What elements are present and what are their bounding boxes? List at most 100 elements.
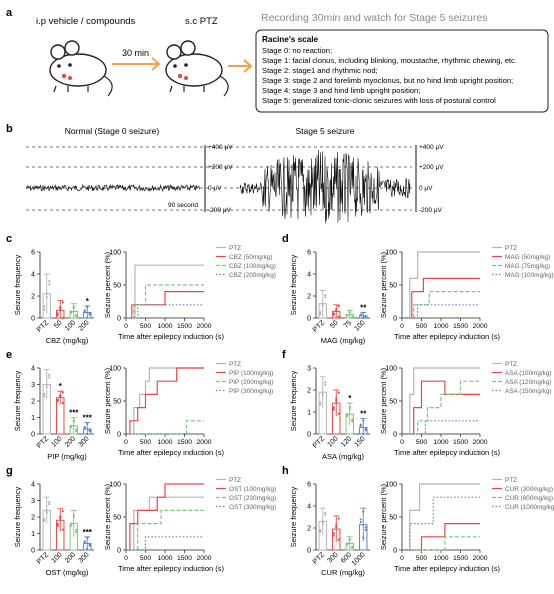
series-line <box>126 284 204 319</box>
x-tick-label: 50 <box>329 319 340 330</box>
significance-marker: ** <box>360 304 367 313</box>
y-tick-label: 2 <box>31 399 35 406</box>
series-line <box>126 483 204 551</box>
panel-a: a i.p vehicle / compounds s.c PTZ Record… <box>6 7 549 113</box>
legend-label: OST (200mg/kg) <box>229 495 276 502</box>
y-tick-label: 50 <box>113 515 121 522</box>
y-tick-label: 0 <box>307 316 311 323</box>
y-tick-label: 2 <box>307 388 311 395</box>
data-point <box>324 513 327 517</box>
data-point <box>346 413 349 416</box>
data-point <box>43 519 46 523</box>
data-point <box>332 406 335 409</box>
racine-stages: Stage 0: no reaction; Stage 1: facial cl… <box>262 46 517 105</box>
x-tick-label: PTZ <box>36 551 51 566</box>
legend-label: PIP (100mg/kg) <box>229 370 273 377</box>
data-point <box>56 524 59 527</box>
legend-label: CBZ (200mg/kg) <box>229 272 276 279</box>
data-point <box>324 383 327 386</box>
panel-letter-h: h <box>282 465 289 477</box>
series-line <box>402 304 480 319</box>
x-tick-label: 2000 <box>472 555 487 562</box>
mouse-1-icon <box>49 40 113 97</box>
series-line <box>126 367 204 435</box>
legend-label: CBZ (100mg/kg) <box>229 263 276 270</box>
data-point <box>337 305 340 308</box>
level-label: 0 μV <box>208 185 222 192</box>
data-point <box>45 385 48 388</box>
data-point <box>359 423 362 426</box>
x-axis-label: ASA (mg/kg) <box>322 452 365 461</box>
y-tick-label: 3 <box>31 382 35 389</box>
x-tick-label: PTZ <box>36 319 51 334</box>
data-point <box>86 306 89 309</box>
data-point <box>364 528 367 532</box>
y-tick-label: 0 <box>307 432 311 439</box>
y-tick-label: 0 <box>393 432 397 439</box>
legend-label: CUR (600mg/kg) <box>505 495 553 502</box>
data-point <box>61 401 64 405</box>
panel-letter-e: e <box>6 349 12 361</box>
x-axis-label: CUR (mg/kg) <box>321 568 365 577</box>
data-point <box>324 294 327 297</box>
protocol-step-injection: i.p vehicle / compounds <box>36 16 136 27</box>
data-point <box>70 310 73 313</box>
series-line <box>126 509 204 551</box>
y-tick-label: 0 <box>393 316 397 323</box>
x-tick-label: 1000 <box>433 323 448 330</box>
data-point <box>43 308 46 311</box>
data-point <box>72 305 75 308</box>
data-point <box>359 520 362 524</box>
data-point <box>86 422 89 425</box>
data-point <box>56 522 59 526</box>
protocol-heading: Recording 30min and watch for Stage 5 se… <box>261 12 487 24</box>
y-tick-label: 100 <box>109 482 121 489</box>
x-tick-label: 500 <box>140 555 152 562</box>
data-point <box>43 392 46 396</box>
data-point <box>61 528 64 531</box>
x-axis-label: Time after epilepcy induction (s) <box>118 332 225 341</box>
data-point <box>45 511 48 514</box>
data-point <box>319 403 322 406</box>
data-point <box>335 397 338 401</box>
significance-marker: *** <box>69 409 79 418</box>
data-point <box>364 315 367 318</box>
data-point <box>348 406 351 409</box>
panel-letter-c: c <box>6 233 12 245</box>
x-tick-label: 1500 <box>177 555 192 562</box>
data-point <box>319 530 322 534</box>
y-tick-label: 50 <box>113 399 121 406</box>
reference-lines <box>26 146 412 211</box>
x-tick-label: 500 <box>416 323 428 330</box>
data-point <box>43 305 46 308</box>
y-axis-label: Seizure frequency <box>13 255 22 316</box>
x-tick-label: 0 <box>124 323 128 330</box>
seizure-eeg-trace <box>239 149 411 224</box>
y-tick-label: 4 <box>31 482 35 489</box>
y-tick-label: 4 <box>307 272 311 279</box>
x-tick-label: 2000 <box>472 439 487 446</box>
stage-2: Stage 2: stage1 and rhythmic nod; <box>262 66 378 75</box>
legend-label: PTZ <box>505 361 517 368</box>
y-axis-label: Seizure percent (%) <box>379 367 388 434</box>
y-tick-label: 0 <box>117 432 121 439</box>
data-point <box>59 394 62 397</box>
data-point <box>59 307 62 310</box>
racine-scale-box <box>255 29 549 113</box>
frequency-bar-chart: 0 1 2 3 4 Seizure frequency PTZ * 100 *** 200 *** 30… <box>13 366 94 461</box>
legend-label: OST (100mg/kg) <box>229 486 276 493</box>
normal-level-labels: +400 μV +200 μV 0 μV -200 μV <box>208 144 233 214</box>
normal-eeg-trace <box>25 183 200 193</box>
y-tick-label: 0 <box>31 432 35 439</box>
x-tick-label: 500 <box>140 439 152 446</box>
y-tick-label: 2 <box>31 294 35 301</box>
x-tick-label: PTZ <box>312 551 327 566</box>
data-point <box>335 399 338 403</box>
y-axis-label: Seizure frequency <box>289 371 298 432</box>
y-axis-label: Seizure frequency <box>289 487 298 548</box>
significance-marker: ** <box>360 410 367 419</box>
arrow-1-head <box>151 57 161 71</box>
